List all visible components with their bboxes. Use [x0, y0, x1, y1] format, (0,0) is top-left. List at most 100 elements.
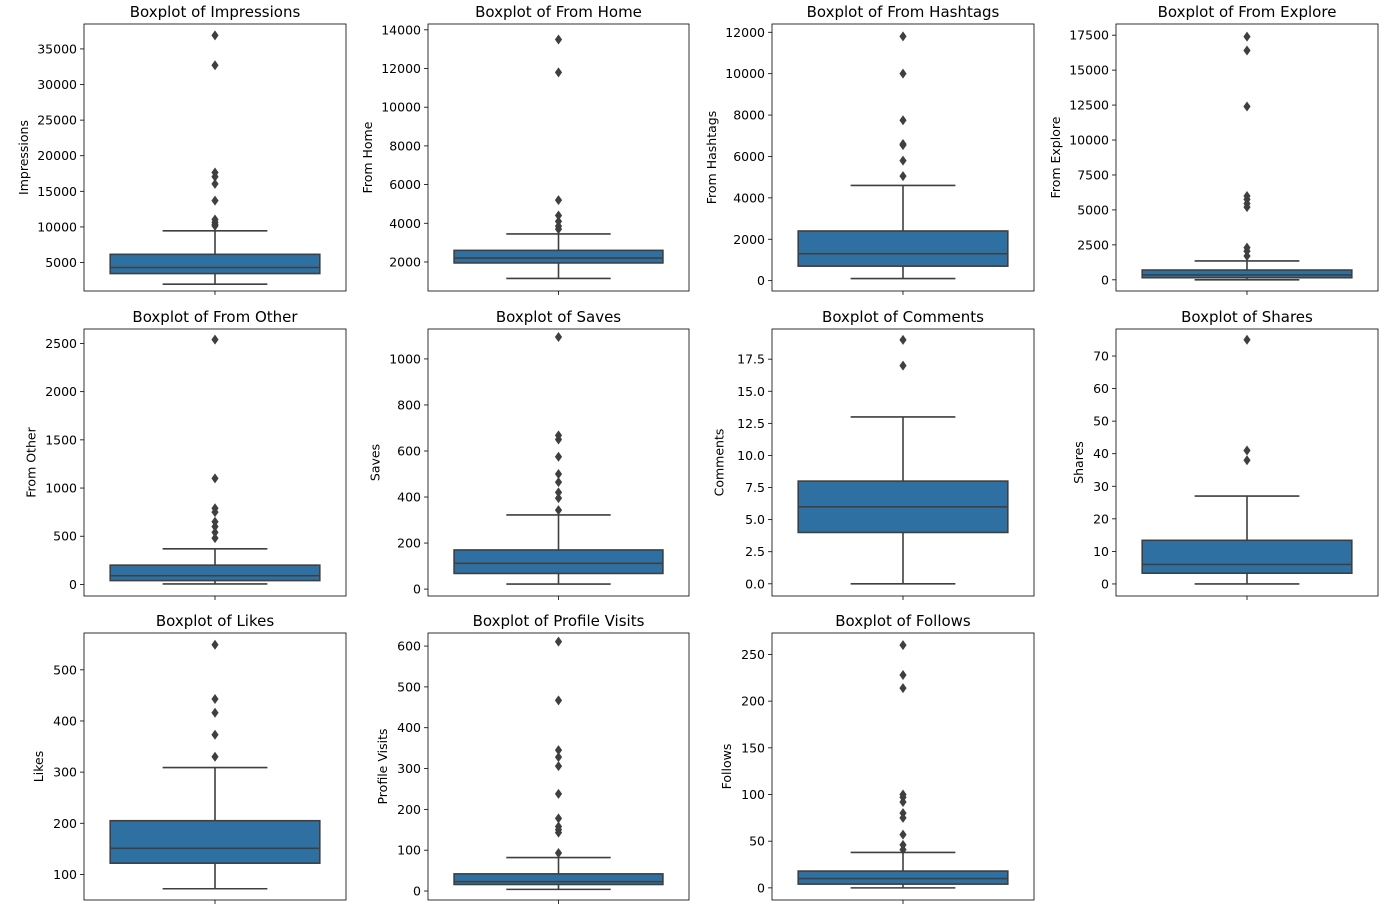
y-tick-label: 2500	[45, 336, 77, 351]
outlier-point	[1243, 334, 1251, 345]
y-axis-label: From Hashtags	[704, 111, 719, 204]
outlier-point	[899, 31, 907, 42]
y-tick-label: 200	[53, 816, 77, 831]
y-tick-label: 0	[1101, 272, 1109, 287]
y-tick-label: 300	[397, 761, 421, 776]
y-tick-label: 0	[413, 884, 421, 899]
outlier-point	[554, 745, 563, 756]
outlier-point	[554, 821, 563, 832]
iqr-box	[453, 873, 664, 886]
iqr-box	[453, 549, 664, 575]
y-axis-label: Saves	[368, 444, 383, 481]
y-tick-label: 17500	[1069, 28, 1109, 43]
iqr-box	[1141, 269, 1353, 279]
y-axis-label: Comments	[712, 429, 727, 497]
y-tick-label: 15.0	[737, 384, 765, 399]
outlier-point	[899, 139, 907, 150]
y-tick-label: 35000	[37, 41, 77, 56]
subplot-title: Boxplot of Follows	[835, 612, 971, 630]
outlier-point	[899, 808, 907, 819]
y-axis-label: Shares	[1071, 441, 1086, 484]
y-tick-label: 2000	[389, 254, 421, 269]
y-tick-label: 250	[741, 647, 765, 662]
y-tick-label: 5.0	[745, 512, 765, 527]
outlier-point	[211, 527, 219, 538]
outlier-point	[211, 516, 219, 527]
outlier-point	[211, 60, 219, 71]
subplot-4: Boxplot of From Explore 0 2500 5000 7500 1000…	[1048, 3, 1379, 295]
subplot-title: Boxplot of From Home	[475, 3, 642, 21]
y-tick-label: 200	[397, 536, 421, 551]
iqr-box	[453, 249, 664, 264]
y-tick-label: 10000	[37, 219, 77, 234]
subplot-8: Boxplot of Shares 0 10 20 30 40 50 60 70 Shares	[1071, 308, 1379, 600]
y-tick-label: 6000	[389, 177, 421, 192]
y-tick-label: 30000	[37, 77, 77, 92]
y-tick-label: 25000	[37, 113, 77, 128]
axes-frame	[427, 23, 690, 292]
outlier-point	[211, 729, 219, 740]
y-tick-label: 4000	[389, 216, 421, 231]
y-tick-label: 1000	[389, 351, 421, 366]
outlier-point	[899, 155, 907, 166]
outlier-point	[211, 178, 219, 189]
subplot-title: Boxplot of Comments	[822, 308, 984, 326]
y-tick-label: 10	[1093, 544, 1109, 559]
y-tick-label: 100	[53, 867, 77, 882]
outlier-point	[1243, 101, 1251, 112]
subplot-5: Boxplot of From Other 0 500 1000 1500 2000 250…	[24, 308, 347, 600]
outlier-point	[554, 813, 563, 824]
outlier-point	[554, 788, 563, 799]
axes-frame	[771, 632, 1035, 901]
subplot-title: Boxplot of Likes	[156, 612, 275, 630]
axes-frame	[1115, 328, 1379, 597]
outlier-point	[1243, 445, 1251, 456]
axes-frame	[771, 328, 1035, 597]
y-tick-label: 10000	[381, 100, 421, 115]
y-axis-label: Follows	[719, 744, 734, 790]
outlier-point	[554, 848, 563, 859]
outlier-point	[211, 30, 219, 41]
y-tick-label: 60	[1093, 381, 1109, 396]
y-tick-label: 0	[69, 577, 77, 592]
y-tick-label: 400	[397, 720, 421, 735]
outlier-point	[899, 360, 907, 371]
y-tick-label: 12000	[725, 25, 765, 40]
y-tick-label: 200	[741, 694, 765, 709]
outlier-point	[899, 789, 907, 800]
outlier-point	[899, 115, 907, 126]
y-tick-label: 12500	[1069, 98, 1109, 113]
outlier-point	[211, 503, 219, 514]
outlier-point	[211, 167, 219, 178]
y-tick-label: 600	[397, 443, 421, 458]
subplot-title: Boxplot of From Hashtags	[807, 3, 1000, 21]
y-tick-label: 70	[1093, 349, 1109, 364]
y-axis-label: Likes	[31, 751, 46, 782]
subplot-10: Boxplot of Profile Visits 0 100 200 300 400 50…	[375, 612, 690, 904]
y-tick-label: 2.5	[745, 544, 765, 559]
subplot-title: Boxplot of From Other	[132, 308, 298, 326]
axes-frame	[427, 328, 690, 597]
outlier-point	[211, 334, 219, 345]
y-tick-label: 2000	[733, 232, 765, 247]
subplot-title: Boxplot of Saves	[496, 308, 621, 326]
y-tick-label: 7500	[1077, 167, 1109, 182]
outlier-point	[554, 34, 563, 45]
y-axis-label: From Other	[24, 426, 39, 497]
outlier-point	[554, 469, 563, 480]
y-tick-label: 10000	[725, 66, 765, 81]
outlier-point	[554, 67, 563, 78]
outlier-point	[554, 636, 563, 647]
y-tick-label: 15000	[37, 184, 77, 199]
subplot-title: Boxplot of Profile Visits	[473, 612, 645, 630]
y-tick-label: 0	[413, 582, 421, 597]
subplot-6: Boxplot of Saves 0 200 400 600 800 1000 Saves	[368, 308, 690, 600]
outlier-point	[554, 430, 563, 441]
y-tick-label: 100	[741, 787, 765, 802]
outlier-point	[1243, 455, 1251, 466]
y-tick-label: 200	[397, 802, 421, 817]
subplot-title: Boxplot of Shares	[1181, 308, 1313, 326]
subplot-title: Boxplot of From Explore	[1158, 3, 1337, 21]
axes-frame	[427, 632, 690, 901]
subplot-2: Boxplot of From Home 2000 4000 6000 8000 1000…	[360, 3, 690, 295]
